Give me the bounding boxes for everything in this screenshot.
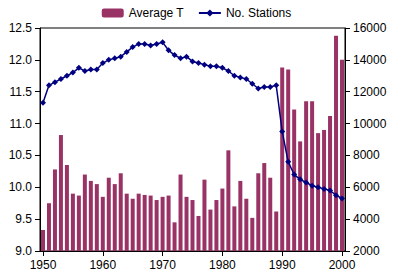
- svg-text:14000: 14000: [353, 53, 387, 67]
- svg-text:9.0: 9.0: [15, 244, 32, 258]
- svg-text:1950: 1950: [30, 258, 57, 272]
- svg-text:2000: 2000: [353, 244, 380, 258]
- svg-text:10.5: 10.5: [9, 148, 33, 162]
- svg-text:10.0: 10.0: [9, 180, 33, 194]
- svg-text:12.5: 12.5: [9, 21, 33, 35]
- svg-text:9.5: 9.5: [15, 212, 32, 226]
- svg-text:1970: 1970: [149, 258, 176, 272]
- svg-text:4000: 4000: [353, 212, 380, 226]
- svg-text:1980: 1980: [209, 258, 236, 272]
- svg-text:Average T: Average T: [129, 6, 185, 20]
- svg-text:No. Stations: No. Stations: [226, 6, 291, 20]
- svg-text:11.5: 11.5: [10, 85, 33, 99]
- svg-text:16000: 16000: [353, 21, 387, 35]
- svg-text:12.0: 12.0: [9, 53, 33, 67]
- svg-text:2000: 2000: [329, 258, 356, 272]
- svg-text:1990: 1990: [269, 258, 296, 272]
- svg-text:10000: 10000: [353, 117, 387, 131]
- svg-text:11.0: 11.0: [10, 117, 33, 131]
- svg-text:8000: 8000: [353, 148, 380, 162]
- svg-text:1960: 1960: [89, 258, 116, 272]
- svg-text:12000: 12000: [353, 85, 387, 99]
- svg-text:6000: 6000: [353, 180, 380, 194]
